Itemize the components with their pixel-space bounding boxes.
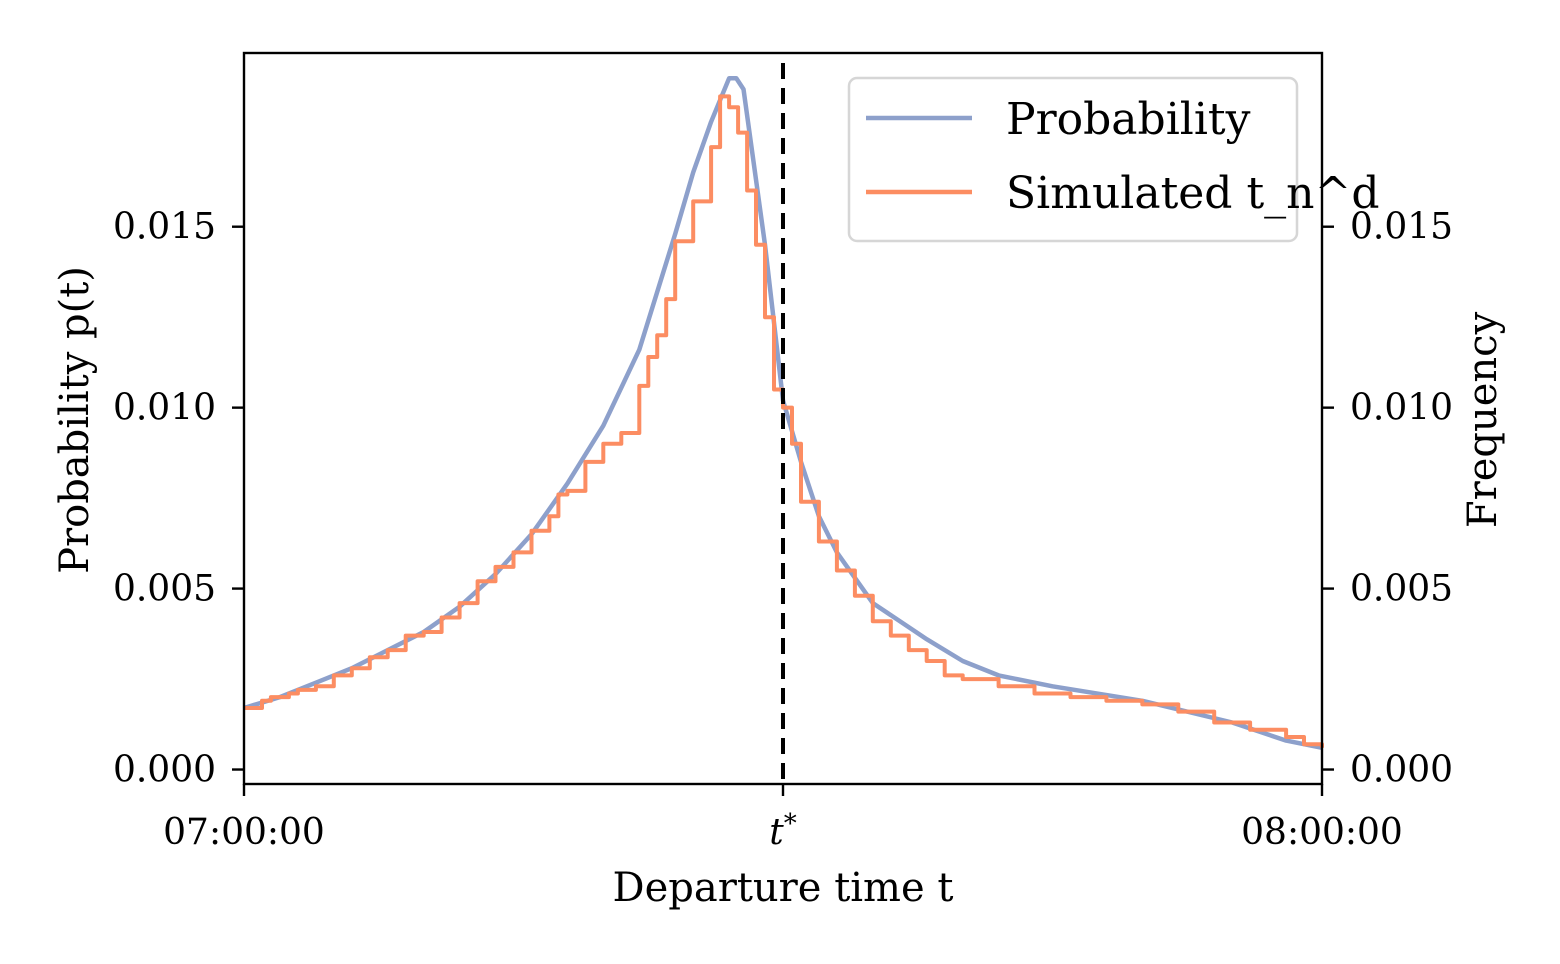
- series-line-simulated: [244, 94, 1324, 748]
- right-y-axis: 0.000 0.005 0.010 0.015: [1322, 207, 1453, 791]
- x-tick-label: 07:00:00: [163, 812, 325, 853]
- left-y-axis-label: Probability p(t): [52, 266, 98, 574]
- x-tick-label: 08:00:00: [1241, 812, 1403, 853]
- right-y-tick-label: 0.015: [1350, 207, 1453, 248]
- x-axis: 07:00:00 t* 08:00:00: [163, 784, 1403, 853]
- left-y-tick-label: 0.005: [113, 569, 216, 610]
- series-line-probability: [243, 76, 1323, 751]
- legend: Probability Simulated t_n^d: [847, 76, 1380, 243]
- left-y-tick-label: 0.010: [113, 388, 216, 429]
- left-y-tick-label: 0.000: [113, 750, 216, 791]
- legend-label-simulated: Simulated t_n^d: [1006, 168, 1380, 219]
- right-y-tick-label: 0.005: [1350, 569, 1453, 610]
- x-axis-label: Departure time t: [613, 865, 954, 911]
- series-layer: [243, 76, 1324, 751]
- right-y-tick-label: 0.000: [1350, 750, 1453, 791]
- legend-label-probability: Probability: [1006, 94, 1251, 145]
- left-y-tick-label: 0.015: [113, 207, 216, 248]
- x-tick-label: t*: [769, 809, 796, 853]
- right-y-axis-label: Frequency: [1460, 311, 1506, 528]
- right-y-tick-label: 0.010: [1350, 388, 1453, 429]
- left-y-axis: 0.000 0.005 0.010 0.015: [113, 207, 244, 791]
